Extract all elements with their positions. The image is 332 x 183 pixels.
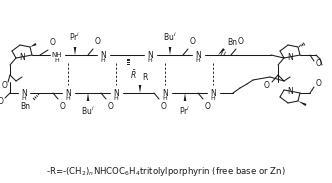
Text: N: N <box>195 51 201 59</box>
Text: O: O <box>205 102 211 111</box>
Text: O: O <box>190 37 196 46</box>
Text: N: N <box>19 53 25 61</box>
Text: O: O <box>50 38 56 47</box>
Text: H: H <box>22 96 26 102</box>
Text: O: O <box>108 102 114 111</box>
Text: Pr$^i$: Pr$^i$ <box>179 105 191 117</box>
Text: H: H <box>148 59 152 64</box>
Text: N: N <box>162 89 168 98</box>
Polygon shape <box>139 85 141 93</box>
Text: N: N <box>147 51 153 59</box>
Polygon shape <box>298 101 306 106</box>
Text: H: H <box>163 96 167 102</box>
Text: O: O <box>161 102 167 111</box>
Text: N: N <box>287 53 293 61</box>
Text: O: O <box>238 37 244 46</box>
Text: $\bar{R}$: $\bar{R}$ <box>130 68 136 81</box>
Polygon shape <box>87 93 89 101</box>
Text: O: O <box>1 81 7 91</box>
Text: Bn: Bn <box>20 102 30 111</box>
Text: Bu$^i$: Bu$^i$ <box>81 105 95 117</box>
Text: H: H <box>210 96 215 102</box>
Polygon shape <box>218 48 225 55</box>
Text: H: H <box>196 59 201 64</box>
Text: N: N <box>100 51 106 59</box>
Text: H: H <box>55 59 59 64</box>
Text: Pr$^i$: Pr$^i$ <box>69 31 81 43</box>
Text: R: R <box>142 73 147 82</box>
Polygon shape <box>184 93 186 101</box>
Text: O: O <box>316 59 322 68</box>
Text: N: N <box>65 89 71 98</box>
Text: N: N <box>210 89 216 98</box>
Polygon shape <box>30 43 37 47</box>
Text: N: N <box>287 87 293 96</box>
Text: O: O <box>316 79 322 89</box>
Text: NH: NH <box>52 52 62 58</box>
Text: Bn: Bn <box>227 38 237 47</box>
Text: H: H <box>101 59 105 64</box>
Text: H: H <box>114 96 119 102</box>
Text: N: N <box>21 89 27 98</box>
Text: Bu$^i$: Bu$^i$ <box>163 31 177 43</box>
Text: H: H <box>66 96 70 102</box>
Text: N: N <box>113 89 119 98</box>
Polygon shape <box>169 47 171 55</box>
Text: O: O <box>264 81 270 91</box>
Text: O: O <box>0 96 4 106</box>
Text: O: O <box>95 37 101 46</box>
Polygon shape <box>74 47 76 55</box>
Text: -R=-(CH$_2$)$_n$NHCOC$_6$H$_4$tritolylporphyrin (free base or Zn): -R=-(CH$_2$)$_n$NHCOC$_6$H$_4$tritolylpo… <box>46 165 286 178</box>
Text: O: O <box>60 102 66 111</box>
